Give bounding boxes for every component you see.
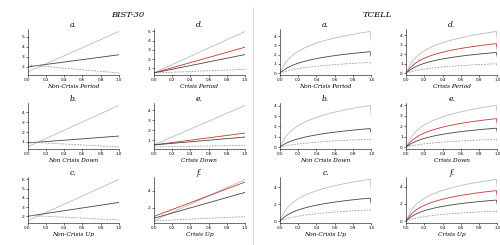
X-axis label: Non-Crisis Period: Non-Crisis Period bbox=[47, 84, 100, 89]
Title: b.: b. bbox=[322, 95, 329, 103]
X-axis label: Crisis Up: Crisis Up bbox=[438, 232, 466, 237]
Title: a.: a. bbox=[70, 21, 76, 29]
Title: e.: e. bbox=[196, 95, 203, 103]
X-axis label: Crisis Period: Crisis Period bbox=[433, 84, 471, 89]
Title: f.: f. bbox=[197, 169, 202, 177]
X-axis label: Non Crisis Down: Non Crisis Down bbox=[48, 158, 98, 163]
Title: b.: b. bbox=[70, 95, 77, 103]
Title: d.: d. bbox=[448, 21, 456, 29]
Text: BIST-30: BIST-30 bbox=[111, 11, 144, 19]
X-axis label: Crisis Down: Crisis Down bbox=[434, 158, 470, 163]
X-axis label: Non-Crisis Period: Non-Crisis Period bbox=[300, 84, 352, 89]
X-axis label: Crisis Up: Crisis Up bbox=[186, 232, 213, 237]
Title: f.: f. bbox=[450, 169, 454, 177]
X-axis label: Non-Crisis Up: Non-Crisis Up bbox=[304, 232, 346, 237]
X-axis label: Crisis Period: Crisis Period bbox=[180, 84, 218, 89]
X-axis label: Non Crisis Down: Non Crisis Down bbox=[300, 158, 350, 163]
X-axis label: Non-Crisis Up: Non-Crisis Up bbox=[52, 232, 94, 237]
Title: a.: a. bbox=[322, 21, 329, 29]
Title: c.: c. bbox=[322, 169, 329, 177]
X-axis label: Crisis Down: Crisis Down bbox=[182, 158, 218, 163]
Title: c.: c. bbox=[70, 169, 76, 177]
Title: d.: d. bbox=[196, 21, 203, 29]
Title: e.: e. bbox=[448, 95, 455, 103]
Text: TCELL: TCELL bbox=[363, 11, 392, 19]
